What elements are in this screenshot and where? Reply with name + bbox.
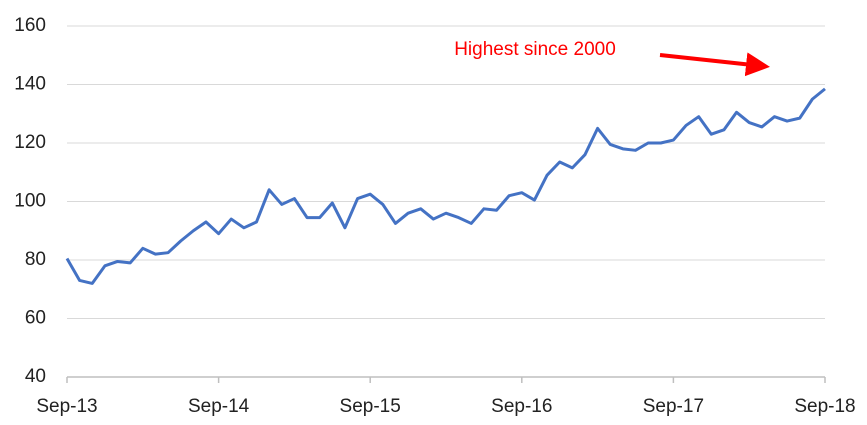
y-tick-label: 160 xyxy=(14,15,46,36)
y-tick-label: 120 xyxy=(14,132,46,153)
x-tick-label: Sep-17 xyxy=(643,396,704,417)
x-tick-label: Sep-18 xyxy=(794,396,855,417)
y-tick-label: 100 xyxy=(14,191,46,212)
y-tick-label: 40 xyxy=(25,366,46,387)
x-tick-label: Sep-13 xyxy=(36,396,97,417)
annotation-arrow xyxy=(659,52,770,77)
line-series xyxy=(65,87,826,285)
annotation: Highest since 2000 xyxy=(454,39,616,60)
y-tick-label: 80 xyxy=(25,249,46,270)
x-tick-label: Sep-14 xyxy=(188,396,250,417)
y-tick-label: 140 xyxy=(14,74,46,95)
x-tick-label: Sep-16 xyxy=(491,396,552,417)
x-tick-label: Sep-15 xyxy=(340,396,401,417)
y-tick-label: 60 xyxy=(25,308,46,329)
